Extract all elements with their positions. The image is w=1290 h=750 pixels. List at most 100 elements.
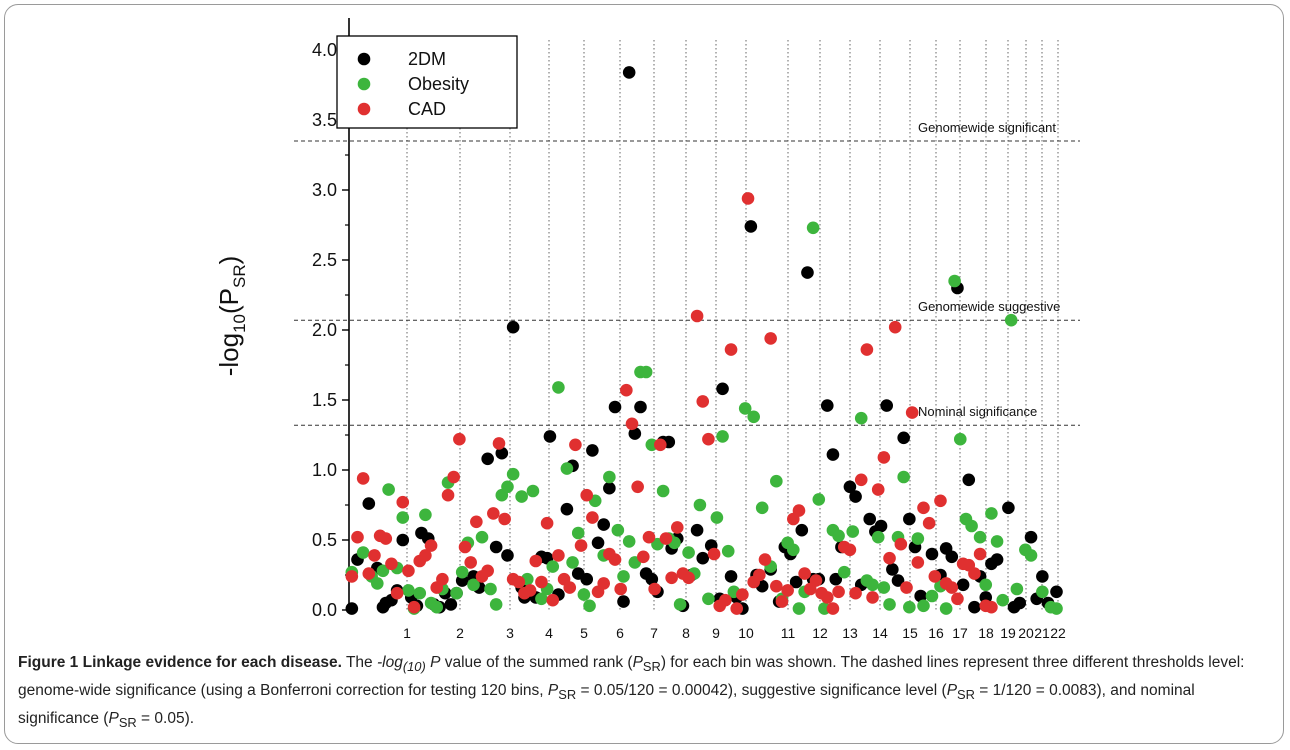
data-point-cad bbox=[707, 547, 721, 561]
data-point-obesity bbox=[450, 586, 463, 600]
data-point-2dm bbox=[968, 600, 981, 614]
data-point-obesity bbox=[832, 529, 845, 543]
data-point-obesity bbox=[501, 480, 514, 494]
x-tick-label: 1 bbox=[403, 625, 411, 641]
y-axis-label: -log10(PSR) bbox=[214, 256, 249, 377]
data-point-cad bbox=[552, 549, 565, 562]
data-point-obesity bbox=[702, 592, 715, 606]
data-point-cad bbox=[648, 582, 661, 596]
data-point-cad bbox=[351, 530, 364, 544]
data-point-cad bbox=[424, 539, 438, 552]
data-point-cad bbox=[894, 537, 908, 551]
data-point-2dm bbox=[990, 553, 1004, 566]
threshold-label: Nominal significance bbox=[918, 404, 1037, 419]
figure-caption: Figure 1 Linkage evidence for each disea… bbox=[18, 654, 1245, 731]
data-point-cad bbox=[696, 395, 710, 408]
data-point-cad bbox=[481, 564, 494, 578]
data-point-obesity bbox=[925, 589, 939, 603]
data-point-2dm bbox=[495, 446, 509, 460]
y-tick-label: 3.5 bbox=[312, 110, 337, 130]
data-point-cad bbox=[753, 568, 766, 582]
data-point-cad bbox=[586, 511, 599, 524]
x-tick-label: 19 bbox=[1000, 625, 1016, 641]
axes: 1 2 3 4 5 6 7 8 9 10 11 12 13 14 15 16 17 18 19 20 21 220.00.… bbox=[214, 18, 1066, 641]
data-point-2dm bbox=[696, 551, 710, 565]
data-point-obesity bbox=[535, 592, 548, 606]
data-point-cad bbox=[871, 483, 885, 496]
x-tick-label: 5 bbox=[580, 625, 588, 641]
data-point-cad bbox=[535, 575, 548, 589]
data-point-cad bbox=[741, 192, 755, 205]
data-point-obesity bbox=[1010, 582, 1024, 596]
data-point-cad bbox=[523, 584, 537, 597]
data-point-cad bbox=[922, 516, 936, 530]
data-point-cad bbox=[631, 480, 644, 494]
data-point-obesity bbox=[356, 546, 370, 559]
data-point-cad bbox=[512, 575, 526, 589]
data-point-cad bbox=[820, 591, 834, 604]
x-tick-label: 4 bbox=[545, 625, 553, 641]
data-point-cad bbox=[659, 532, 673, 545]
legend-marker bbox=[357, 52, 371, 66]
data-point-2dm bbox=[591, 536, 605, 550]
data-point-obesity bbox=[787, 543, 800, 557]
data-point-cad bbox=[402, 564, 415, 578]
data-point-obesity bbox=[467, 578, 480, 592]
data-point-2dm bbox=[945, 550, 959, 564]
data-point-obesity bbox=[693, 498, 707, 512]
data-point-obesity bbox=[419, 508, 432, 522]
data-point-cad bbox=[883, 551, 896, 565]
x-tick-label: 20 bbox=[1018, 625, 1034, 641]
legend: 2DM Obesity CAD bbox=[336, 35, 518, 129]
data-point-obesity bbox=[526, 484, 540, 498]
data-point-2dm bbox=[580, 572, 594, 586]
data-point-cad bbox=[540, 516, 554, 530]
data-point-cad bbox=[775, 595, 789, 608]
data-point-obesity bbox=[755, 501, 769, 515]
data-point-2dm bbox=[886, 563, 899, 576]
data-point-cad bbox=[985, 600, 998, 614]
data-point-cad bbox=[724, 343, 738, 356]
x-tick-label: 18 bbox=[978, 625, 994, 641]
data-point-cad bbox=[356, 472, 370, 485]
data-point-obesity bbox=[583, 599, 596, 613]
data-point-cad bbox=[625, 417, 639, 431]
data-point-obesity bbox=[484, 582, 497, 596]
data-point-obesity bbox=[617, 570, 630, 583]
data-point-cad bbox=[654, 438, 667, 452]
data-point-cad bbox=[368, 549, 381, 562]
data-point-2dm bbox=[849, 490, 862, 503]
data-point-cad bbox=[642, 530, 656, 544]
y-tick-label: 0.5 bbox=[312, 530, 337, 550]
data-point-obesity bbox=[883, 598, 896, 611]
data-point-cad bbox=[563, 581, 577, 594]
data-point-cad bbox=[379, 532, 393, 545]
data-point-cad bbox=[682, 571, 695, 585]
data-point-obesity bbox=[656, 484, 670, 498]
data-point-obesity bbox=[475, 530, 489, 544]
data-point-2dm bbox=[1024, 530, 1038, 544]
y-tick-label: 1.0 bbox=[312, 460, 337, 480]
x-tick-label: 11 bbox=[781, 625, 796, 641]
data-points bbox=[345, 66, 1063, 615]
data-point-obesity bbox=[877, 581, 891, 594]
data-point-cad bbox=[345, 570, 359, 583]
data-point-obesity bbox=[682, 546, 695, 559]
data-point-obesity bbox=[413, 586, 427, 600]
data-point-cad bbox=[928, 570, 942, 583]
data-point-2dm bbox=[560, 502, 574, 516]
data-point-cad bbox=[798, 567, 811, 580]
data-point-obesity bbox=[990, 535, 1004, 548]
data-point-obesity bbox=[965, 519, 978, 533]
data-point-obesity bbox=[611, 523, 625, 537]
data-point-obesity bbox=[973, 530, 987, 544]
threshold-lines: Genomewide significant Genomewide suggest… bbox=[294, 120, 1080, 426]
data-point-2dm bbox=[843, 480, 857, 494]
data-point-cad bbox=[832, 585, 845, 599]
data-point-cad bbox=[792, 504, 806, 517]
data-point-obesity bbox=[710, 511, 724, 524]
data-point-2dm bbox=[1036, 570, 1049, 583]
data-point-2dm bbox=[489, 540, 503, 554]
data-point-2dm bbox=[617, 595, 630, 608]
x-tick-label: 8 bbox=[682, 625, 690, 641]
